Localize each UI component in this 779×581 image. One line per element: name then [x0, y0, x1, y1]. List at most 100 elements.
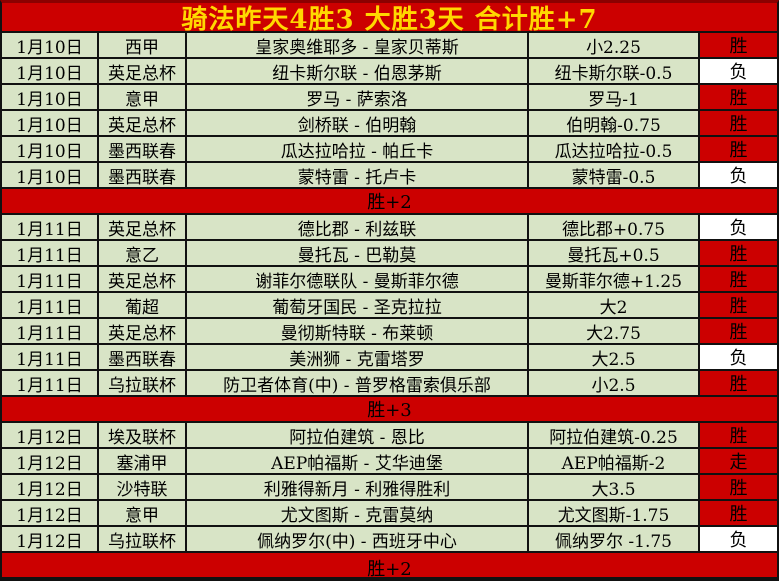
result-cell: 负	[700, 163, 777, 187]
date-cell: 1月11日	[2, 241, 99, 265]
table-row: 1月12日 沙特联 利雅得新月 - 利雅得胜利 大3.5 胜	[2, 475, 777, 501]
league-cell: 墨西联春	[99, 137, 187, 161]
league-cell: 乌拉联杯	[99, 527, 187, 551]
handicap-cell: 小2.25	[529, 33, 700, 57]
match-cell: 纽卡斯尔联 - 伯恩茅斯	[187, 59, 529, 83]
result-cell: 负	[700, 59, 777, 83]
date-cell: 1月10日	[2, 137, 99, 161]
result-cell: 胜	[700, 267, 777, 291]
date-cell: 1月10日	[2, 33, 99, 57]
handicap-cell: 曼斯菲尔德+1.25	[529, 267, 700, 291]
handicap-cell: 伯明翰-0.75	[529, 111, 700, 135]
match-cell: 尤文图斯 - 克雷莫纳	[187, 501, 529, 525]
league-cell: 英足总杯	[99, 59, 187, 83]
match-cell: 佩纳罗尔(中) - 西班牙中心	[187, 527, 529, 551]
table-row: 1月11日 乌拉联杯 防卫者体育(中) - 普罗格雷索俱乐部 小2.5 胜	[2, 371, 777, 397]
league-cell: 西甲	[99, 33, 187, 57]
table-row: 1月10日 英足总杯 纽卡斯尔联 - 伯恩茅斯 纽卡斯尔联-0.5 负	[2, 59, 777, 85]
match-cell: 皇家奥维耶多 - 皇家贝蒂斯	[187, 33, 529, 57]
result-cell: 胜	[700, 111, 777, 135]
handicap-cell: 蒙特雷-0.5	[529, 163, 700, 187]
handicap-cell: 阿拉伯建筑-0.25	[529, 423, 700, 447]
table-row: 1月11日 英足总杯 德比郡 - 利兹联 德比郡+0.75 负	[2, 215, 777, 241]
table-row: 1月12日 乌拉联杯 佩纳罗尔(中) - 西班牙中心 佩纳罗尔 -1.75 负	[2, 527, 777, 553]
league-cell: 英足总杯	[99, 111, 187, 135]
match-cell: 德比郡 - 利兹联	[187, 215, 529, 239]
result-cell: 胜	[700, 319, 777, 343]
date-cell: 1月10日	[2, 111, 99, 135]
handicap-cell: 尤文图斯-1.75	[529, 501, 700, 525]
handicap-cell: 德比郡+0.75	[529, 215, 700, 239]
handicap-cell: 大2.5	[529, 345, 700, 369]
league-cell: 塞浦甲	[99, 449, 187, 473]
league-cell: 沙特联	[99, 475, 187, 499]
date-cell: 1月12日	[2, 423, 99, 447]
match-cell: 阿拉伯建筑 - 恩比	[187, 423, 529, 447]
result-cell: 胜	[700, 33, 777, 57]
league-cell: 葡超	[99, 293, 187, 317]
results-table: 1月10日 西甲 皇家奥维耶多 - 皇家贝蒂斯 小2.25 胜 1月10日 英足总杯 纽卡斯尔…	[2, 33, 777, 579]
handicap-cell: 大2.75	[529, 319, 700, 343]
table-row: 1月10日 西甲 皇家奥维耶多 - 皇家贝蒂斯 小2.25 胜	[2, 33, 777, 59]
table-row: 1月11日 英足总杯 谢菲尔德联队 - 曼斯菲尔德 曼斯菲尔德+1.25 胜	[2, 267, 777, 293]
league-cell: 英足总杯	[99, 267, 187, 291]
result-cell: 胜	[700, 371, 777, 395]
match-cell: 罗马 - 萨索洛	[187, 85, 529, 109]
table-row: 1月11日 英足总杯 曼彻斯特联 - 布莱顿 大2.75 胜	[2, 319, 777, 345]
date-cell: 1月11日	[2, 293, 99, 317]
handicap-cell: 罗马-1	[529, 85, 700, 109]
date-cell: 1月11日	[2, 345, 99, 369]
match-cell: 谢菲尔德联队 - 曼斯菲尔德	[187, 267, 529, 291]
league-cell: 意甲	[99, 501, 187, 525]
date-cell: 1月12日	[2, 449, 99, 473]
result-cell: 胜	[700, 241, 777, 265]
result-cell: 走	[700, 449, 777, 473]
page-title: 骑法昨天4胜3 大胜3天 合计胜+7	[2, 3, 777, 35]
date-cell: 1月12日	[2, 475, 99, 499]
handicap-cell: 纽卡斯尔联-0.5	[529, 59, 700, 83]
league-cell: 意乙	[99, 241, 187, 265]
result-cell: 胜	[700, 423, 777, 447]
match-cell: 瓜达拉哈拉 - 帕丘卡	[187, 137, 529, 161]
date-cell: 1月11日	[2, 215, 99, 239]
table-row: 1月11日 葡超 葡萄牙国民 - 圣克拉拉 大2 胜	[2, 293, 777, 319]
result-cell: 胜	[700, 137, 777, 161]
table-row: 1月11日 意乙 曼托瓦 - 巴勒莫 曼托瓦+0.5 胜	[2, 241, 777, 267]
result-cell: 负	[700, 527, 777, 551]
match-cell: 蒙特雷 - 托卢卡	[187, 163, 529, 187]
table-row: 1月10日 意甲 罗马 - 萨索洛 罗马-1 胜	[2, 85, 777, 111]
league-cell: 英足总杯	[99, 215, 187, 239]
date-cell: 1月12日	[2, 527, 99, 551]
table-row: 1月10日 墨西联春 瓜达拉哈拉 - 帕丘卡 瓜达拉哈拉-0.5 胜	[2, 137, 777, 163]
date-cell: 1月12日	[2, 501, 99, 525]
date-cell: 1月11日	[2, 319, 99, 343]
result-cell: 负	[700, 345, 777, 369]
league-cell: 墨西联春	[99, 345, 187, 369]
date-cell: 1月10日	[2, 59, 99, 83]
handicap-cell: 大2	[529, 293, 700, 317]
summary-band: 胜+2	[2, 189, 777, 215]
table-row: 1月10日 英足总杯 剑桥联 - 伯明翰 伯明翰-0.75 胜	[2, 111, 777, 137]
league-cell: 英足总杯	[99, 319, 187, 343]
handicap-cell: 大3.5	[529, 475, 700, 499]
match-cell: 葡萄牙国民 - 圣克拉拉	[187, 293, 529, 317]
date-cell: 1月10日	[2, 163, 99, 187]
match-cell: 防卫者体育(中) - 普罗格雷索俱乐部	[187, 371, 529, 395]
handicap-cell: 瓜达拉哈拉-0.5	[529, 137, 700, 161]
league-cell: 意甲	[99, 85, 187, 109]
league-cell: 乌拉联杯	[99, 371, 187, 395]
table-row: 1月12日 埃及联杯 阿拉伯建筑 - 恩比 阿拉伯建筑-0.25 胜	[2, 423, 777, 449]
result-cell: 胜	[700, 85, 777, 109]
match-cell: 曼托瓦 - 巴勒莫	[187, 241, 529, 265]
match-cell: 利雅得新月 - 利雅得胜利	[187, 475, 529, 499]
date-cell: 1月10日	[2, 85, 99, 109]
league-cell: 墨西联春	[99, 163, 187, 187]
match-cell: AEP帕福斯 - 艾华迪堡	[187, 449, 529, 473]
match-cell: 曼彻斯特联 - 布莱顿	[187, 319, 529, 343]
date-cell: 1月11日	[2, 267, 99, 291]
date-cell: 1月11日	[2, 371, 99, 395]
result-cell: 胜	[700, 475, 777, 499]
handicap-cell: 佩纳罗尔 -1.75	[529, 527, 700, 551]
result-cell: 负	[700, 215, 777, 239]
